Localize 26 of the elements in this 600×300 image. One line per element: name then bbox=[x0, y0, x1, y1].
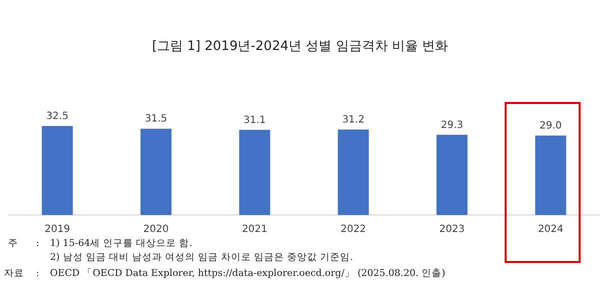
text: 2) 남성 임금 대비 남성과 여성의 임금 차이로 임금은 중앙값 기준임. bbox=[50, 252, 353, 263]
bar bbox=[436, 134, 468, 215]
bar bbox=[338, 130, 369, 215]
text: OECD 「OECD Data Explorer, https://data-explorer.oecd.org/」 (2025.08.20. 인출) bbox=[50, 267, 446, 279]
data-label: 31.1 bbox=[244, 114, 266, 126]
bar bbox=[42, 126, 73, 215]
x-tick-label: 2023 bbox=[439, 224, 465, 235]
text: : bbox=[36, 238, 40, 249]
text: 1) 15-64세 인구를 대상으로 함. bbox=[50, 238, 192, 249]
x-tick-label: 2022 bbox=[340, 224, 366, 235]
bar bbox=[140, 128, 172, 215]
bar bbox=[239, 130, 270, 215]
x-tick-label: 2019 bbox=[44, 224, 70, 235]
x-tick-label: 2021 bbox=[242, 224, 268, 235]
chart-title: [그림 1] 2019년-2024년 성별 임금격차 비율 변화 bbox=[152, 39, 448, 54]
data-label: 32.5 bbox=[46, 111, 68, 122]
x-tick-label: 2020 bbox=[143, 224, 169, 235]
text: : bbox=[36, 268, 40, 279]
data-label: 31.5 bbox=[144, 114, 168, 125]
text: 자료 bbox=[4, 268, 24, 279]
data-label: 29.0 bbox=[540, 120, 562, 132]
data-label: 31.2 bbox=[342, 114, 364, 126]
bar bbox=[535, 136, 566, 215]
x-tick-label: 2024 bbox=[538, 224, 564, 235]
data-label: 29.3 bbox=[440, 120, 464, 131]
text: 주 bbox=[8, 238, 18, 249]
